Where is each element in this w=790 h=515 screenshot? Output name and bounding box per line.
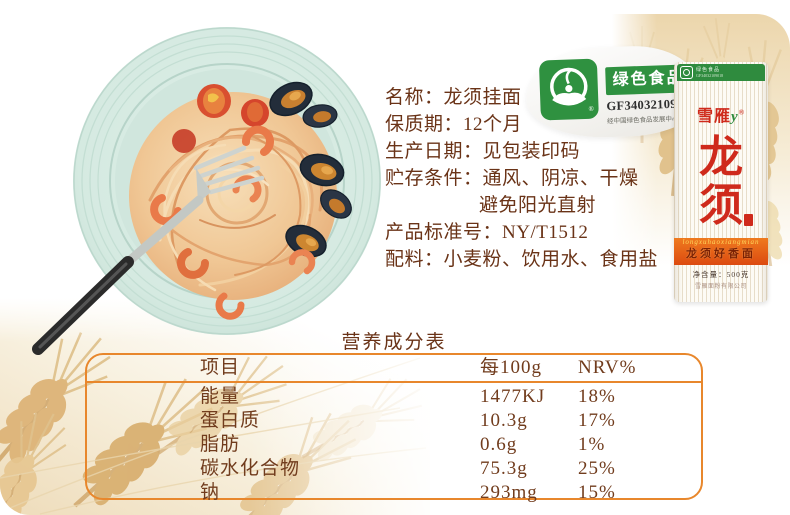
info-storage: 贮存条件：通风、阴凉、干燥 bbox=[385, 168, 639, 189]
package-title-char-bottom: 须 bbox=[699, 181, 743, 230]
info-name: 名称：龙须挂面 bbox=[385, 87, 522, 108]
package-strip-title: 绿色食品 bbox=[696, 67, 721, 73]
package-strip-code: GF34032109018 bbox=[696, 72, 724, 78]
info-ingredients: 配料：小麦粉、饮用水、食用盐 bbox=[385, 249, 659, 270]
red-seal-stamp bbox=[744, 214, 753, 226]
brand-logo: 雪雁y® bbox=[674, 102, 768, 126]
table-row: 蛋白质 10.3g 17% bbox=[87, 409, 701, 433]
banner-text: 龙须好香面 bbox=[686, 248, 756, 260]
header-item: 项目 bbox=[200, 357, 241, 378]
row-item: 蛋白质 bbox=[200, 410, 261, 431]
table-row: 能量 1477KJ 18% bbox=[87, 385, 701, 409]
mussels bbox=[269, 81, 352, 258]
fork bbox=[32, 145, 265, 355]
cherry-tomatoes bbox=[172, 84, 269, 153]
table-row: 碳水化合物 75.3g 25% bbox=[87, 457, 701, 481]
row-per100g: 293mg bbox=[480, 482, 538, 503]
nutrition-table-title: 营养成分表 bbox=[341, 332, 447, 353]
header-nrv: NRV% bbox=[578, 357, 637, 378]
info-shelf-life: 保质期：12个月 bbox=[385, 114, 523, 135]
row-nrv: 15% bbox=[578, 482, 616, 503]
green-food-mini-emblem-icon bbox=[680, 66, 693, 79]
green-food-certificate: ® 绿色食品 GF34032109018 经中国绿色食品发展中心 bbox=[524, 43, 702, 141]
package-title-char-top: 龙 bbox=[699, 133, 743, 182]
row-nrv: 1% bbox=[578, 434, 606, 455]
row-per100g: 0.6g bbox=[480, 434, 518, 455]
banner-pinyin: longxuhaoxiangmian bbox=[682, 238, 760, 246]
row-item: 脂肪 bbox=[200, 434, 241, 455]
noodle-package: 绿色食品 GF34032109018 雪雁y® 龙 须 longxuhaoxia… bbox=[674, 62, 768, 302]
package-green-strip: 绿色食品 GF34032109018 bbox=[677, 64, 765, 81]
table-row: 钠 293mg 15% bbox=[87, 481, 701, 505]
brand-name: 雪雁 bbox=[697, 108, 732, 125]
nutrition-table: 项目 每100g NRV% 能量 1477KJ 18% 蛋白质 10.3g 17… bbox=[85, 353, 703, 503]
info-standard: 产品标准号：NY/T1512 bbox=[385, 222, 589, 243]
header-divider bbox=[85, 381, 703, 383]
row-per100g: 75.3g bbox=[480, 458, 528, 479]
row-nrv: 18% bbox=[578, 386, 616, 407]
package-banner: longxuhaoxiangmian 龙须好香面 bbox=[674, 238, 768, 265]
svg-text:®: ® bbox=[588, 105, 594, 113]
row-item: 钠 bbox=[200, 482, 221, 503]
company-name: 雪雁面粉有限公司 bbox=[694, 284, 747, 290]
info-production-date: 生产日期：见包装印码 bbox=[385, 141, 581, 162]
green-food-emblem-icon: ® bbox=[538, 58, 599, 121]
info-storage-2: 避免阳光直射 bbox=[479, 195, 597, 216]
product-info-list: 名称：龙须挂面 保质期：12个月 生产日期：见包装印码 贮存条件：通风、阴凉、干… bbox=[385, 84, 658, 273]
net-weight: 净含量：500克 bbox=[692, 270, 750, 279]
trademark-symbol: ® bbox=[738, 108, 745, 117]
row-item: 碳水化合物 bbox=[200, 458, 301, 479]
row-nrv: 17% bbox=[578, 410, 616, 431]
header-per100g: 每100g bbox=[480, 357, 543, 378]
goose-icon: y bbox=[731, 109, 739, 125]
row-per100g: 1477KJ bbox=[480, 386, 546, 407]
row-item: 能量 bbox=[200, 386, 241, 407]
row-nrv: 25% bbox=[578, 458, 616, 479]
plate-graphic bbox=[32, 27, 381, 355]
package-title-vertical: 龙 须 bbox=[674, 134, 768, 230]
table-row: 脂肪 0.6g 1% bbox=[87, 433, 701, 457]
noodle-dish-photo bbox=[0, 0, 420, 375]
row-per100g: 10.3g bbox=[480, 410, 528, 431]
nutrition-header-row: 项目 每100g NRV% bbox=[87, 356, 701, 380]
